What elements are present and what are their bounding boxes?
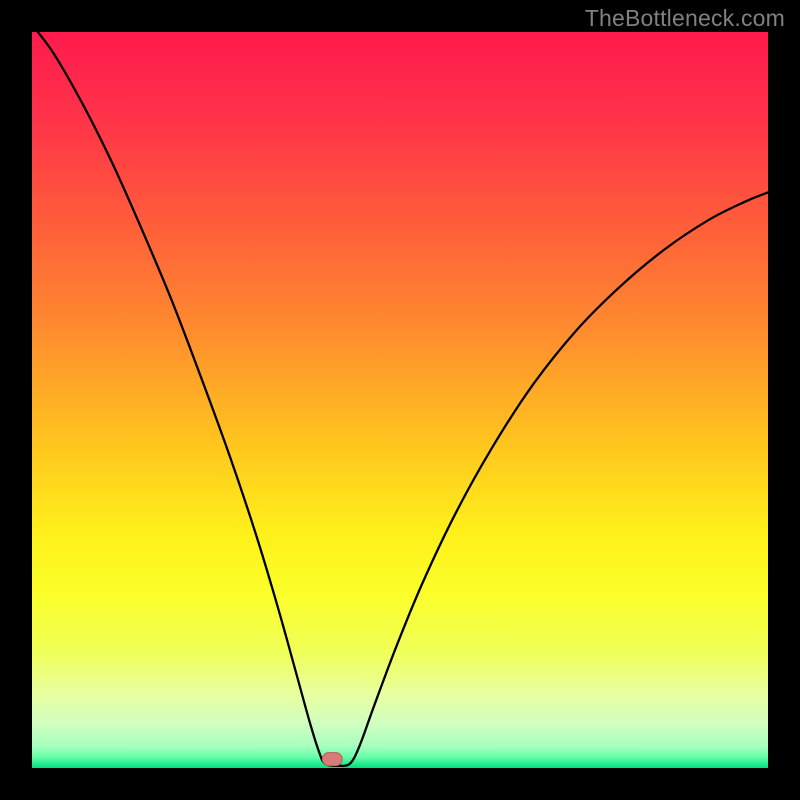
watermark-label: TheBottleneck.com	[585, 5, 785, 31]
bottleneck-chart	[32, 32, 768, 768]
optimal-point-marker	[322, 753, 342, 766]
gradient-background	[32, 32, 768, 768]
watermark-text: TheBottleneck.com	[585, 5, 785, 32]
